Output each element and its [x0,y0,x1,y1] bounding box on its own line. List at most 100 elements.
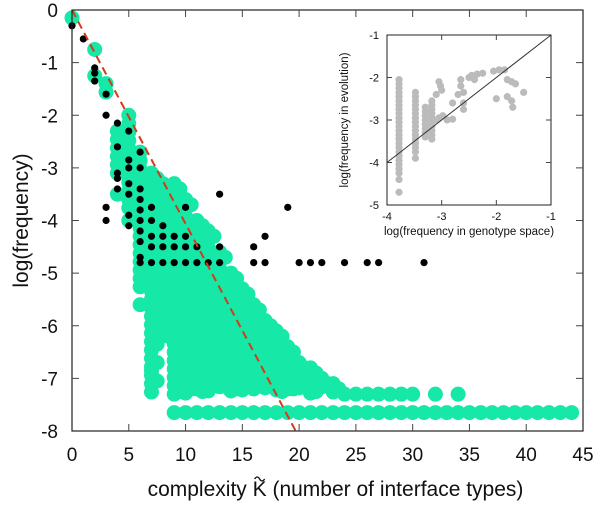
inset-point [459,105,468,113]
black-point [125,222,133,230]
black-point [181,259,190,267]
green-point [359,386,375,402]
main-reference-line-group [71,9,297,432]
green-point [109,186,125,202]
y-tick-label: -8 [41,422,58,443]
y-tick-label: 0 [47,1,58,22]
main-y-axis-label: log(frequency) [10,153,33,287]
x-label-symbol: K [253,478,267,501]
green-point [121,200,137,216]
black-point [147,203,156,211]
x-tick-label: 5 [123,445,134,466]
green-point [541,405,557,421]
inset-point [438,86,446,94]
black-point [295,259,303,267]
green-point [143,362,159,378]
black-point [147,216,156,225]
inset-point [457,82,465,90]
black-point [306,259,315,267]
inset-background [387,35,551,205]
inset-point [395,188,403,196]
black-point [216,190,224,198]
black-point [136,185,144,193]
inset-x-tick-label: -1 [546,211,556,223]
inset-point [421,133,429,141]
black-point [113,169,122,177]
green-point [371,386,387,402]
black-point [340,259,349,267]
green-point [212,405,228,421]
green-point [246,405,262,421]
green-point [382,405,398,421]
black-point [159,222,167,230]
inset-point [395,175,403,184]
black-point [136,216,144,225]
x-label-suffix: (number of interface types) [267,478,524,501]
black-point [363,259,371,267]
inset-ticks: -4 -3 -2 -1-1-2-3-4-5 [369,30,556,223]
inset-point [395,169,403,177]
inset-point [520,88,528,96]
inset-y-tick-label: -5 [369,200,379,212]
green-point [189,405,205,421]
black-point [159,232,167,240]
green-point [234,405,250,421]
green-point [291,405,307,421]
main-ticks: 0 5 10 15 20 25 30 35 40 450-1-2-3-4-5-6-7-8 [41,1,593,466]
black-point [91,64,99,72]
green-point [530,405,546,421]
green-point [206,228,222,244]
green-point [405,386,421,402]
black-point [102,111,110,119]
green-point [371,405,387,421]
inset-reference-line-group [386,34,552,163]
black-point [102,90,110,98]
y-tick-label: -3 [41,159,58,180]
green-point [427,405,443,421]
x-tick-label: 30 [402,445,423,466]
black-point [261,232,269,240]
inset-point [495,66,503,74]
green-point [507,405,523,421]
green-point [439,405,455,421]
x-label-prefix: complexity [148,478,253,501]
inset-x-tick-label: -3 [437,211,447,223]
inset-point [508,97,516,105]
black-point [125,211,133,219]
inset-x-axis-label: log(frequency in genotype space) [384,226,554,238]
green-point [314,405,330,421]
black-point [261,259,269,267]
green-point [484,405,500,421]
black-point [420,259,428,267]
black-point [91,77,99,85]
black-point [159,259,167,267]
green-point [121,213,137,228]
green-point [552,405,568,421]
green-point [337,386,353,402]
black-point [250,259,258,267]
green-point [337,405,353,421]
inset-point [432,90,440,99]
green-point [132,297,148,313]
black-point [147,259,156,267]
y-tick-label: -4 [41,212,58,233]
green-point [200,405,216,421]
green-point [393,405,409,421]
inset-point [428,135,436,143]
black-point [136,148,144,156]
x-tick-label: 10 [175,445,196,466]
reference-line [71,9,297,432]
green-point [393,386,409,402]
black-point [136,206,144,214]
inset-y-tick-label: -3 [369,115,379,127]
x-tick-label: 20 [289,445,310,466]
black-point [181,203,190,211]
inset-point [490,67,498,75]
black-point [181,243,190,251]
black-point [193,259,201,267]
black-point [125,190,133,198]
green-point [268,405,284,421]
black-point [102,216,110,225]
black-point [375,259,383,267]
